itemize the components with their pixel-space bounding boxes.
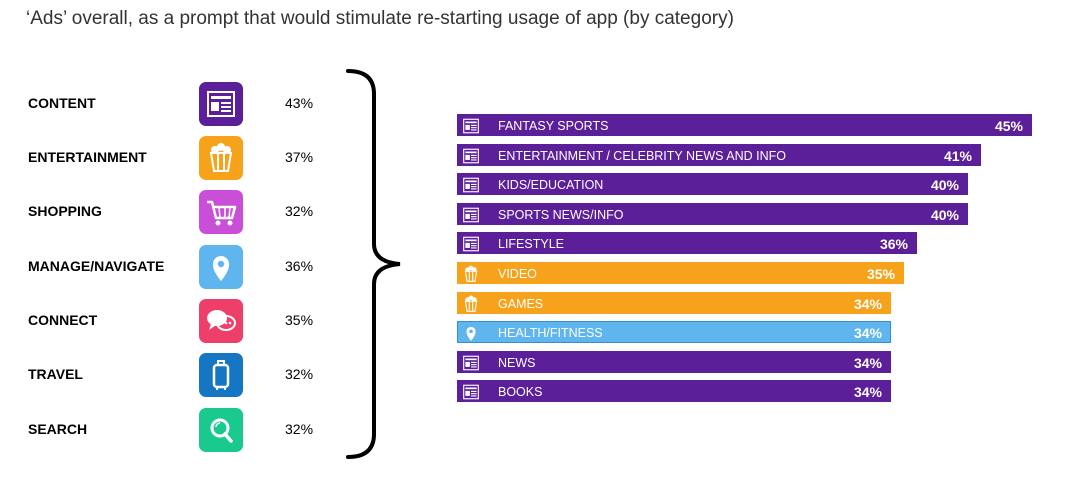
bar-label: VIDEO [498, 267, 537, 281]
category-row: TRAVEL 32% [0, 353, 340, 397]
magnifier-icon [199, 408, 243, 452]
bar-label: KIDS/EDUCATION [498, 178, 604, 193]
grouping-brace [346, 69, 401, 459]
category-row: CONNECT 35% [0, 299, 340, 343]
location-pin-icon [199, 245, 243, 289]
category-label: CONNECT [28, 312, 98, 328]
bar-label: LIFESTYLE [498, 237, 564, 252]
bar-value-label: 34% [853, 325, 882, 342]
category-label: SEARCH [28, 421, 88, 437]
category-label: CONTENT [28, 95, 96, 111]
newspaper-icon [462, 117, 480, 135]
bar-value-label: 35% [866, 266, 895, 282]
newspaper-icon [462, 206, 480, 224]
bar: VIDEO 35% [457, 262, 904, 284]
bar: HEALTH/FITNESS 34% [457, 321, 891, 344]
popcorn-icon [199, 136, 243, 180]
category-label: ENTERTAINMENT [28, 149, 147, 165]
bar-value-label: 40% [930, 206, 959, 223]
bar: FANTASY SPORTS 45% [457, 114, 1032, 136]
category-row: CONTENT 43% [0, 82, 340, 126]
category-label: MANAGE/NAVIGATE [28, 258, 165, 274]
newspaper-icon [199, 82, 243, 126]
bar-value-label: 34% [853, 295, 882, 312]
bar-label: FANTASY SPORTS [498, 119, 609, 133]
category-percent: 32% [285, 366, 314, 382]
category-label: TRAVEL [28, 366, 83, 382]
bar: SPORTS NEWS/INFO 40% [457, 202, 968, 225]
bar-label: NEWS [498, 355, 536, 370]
bar-value-label: 36% [879, 236, 908, 253]
bar: ENTERTAINMENT / CELEBRITY NEWS AND INFO 4… [457, 143, 981, 166]
suitcase-icon [199, 353, 243, 397]
category-row: MANAGE/NAVIGATE 36% [0, 245, 340, 289]
category-label: SHOPPING [28, 203, 102, 219]
category-row: ENTERTAINMENT 37% [0, 136, 340, 180]
bar-value-label: 40% [930, 177, 959, 194]
bar-label: GAMES [498, 296, 544, 311]
chart-title: ‘Ads’ overall, as a prompt that would st… [26, 8, 734, 29]
location-pin-icon [462, 324, 480, 342]
bar-label: ENTERTAINMENT / CELEBRITY NEWS AND INFO [498, 148, 787, 163]
chat-bubbles-icon [199, 299, 243, 343]
cart-icon [199, 190, 243, 234]
newspaper-icon [462, 147, 480, 165]
bar: NEWS 34% [457, 350, 891, 373]
bar-value-label: 34% [853, 354, 882, 371]
bar: BOOKS 34% [457, 380, 891, 403]
bar-value-label: 41% [943, 147, 972, 164]
bar-value-label: 34% [853, 384, 882, 401]
newspaper-icon [462, 176, 480, 194]
bar-label: HEALTH/FITNESS [498, 326, 603, 341]
newspaper-icon [462, 354, 480, 372]
category-row: SHOPPING 32% [0, 190, 340, 234]
popcorn-icon [462, 295, 480, 313]
bar: KIDS/EDUCATION 40% [457, 173, 968, 196]
category-percent: 32% [285, 421, 314, 437]
category-percent: 43% [285, 95, 314, 111]
category-percent: 35% [285, 312, 314, 328]
newspaper-icon [462, 383, 480, 401]
newspaper-icon [462, 235, 480, 253]
bar-label: SPORTS NEWS/INFO [498, 207, 624, 222]
bar-value-label: 45% [994, 118, 1023, 134]
category-row: SEARCH 32% [0, 408, 340, 452]
category-percent: 36% [285, 258, 314, 274]
category-percent: 37% [285, 149, 314, 165]
category-percent: 32% [285, 203, 314, 219]
bar-label: BOOKS [498, 385, 543, 400]
popcorn-icon [462, 265, 480, 283]
bar: GAMES 34% [457, 291, 891, 314]
bar: LIFESTYLE 36% [457, 232, 917, 255]
